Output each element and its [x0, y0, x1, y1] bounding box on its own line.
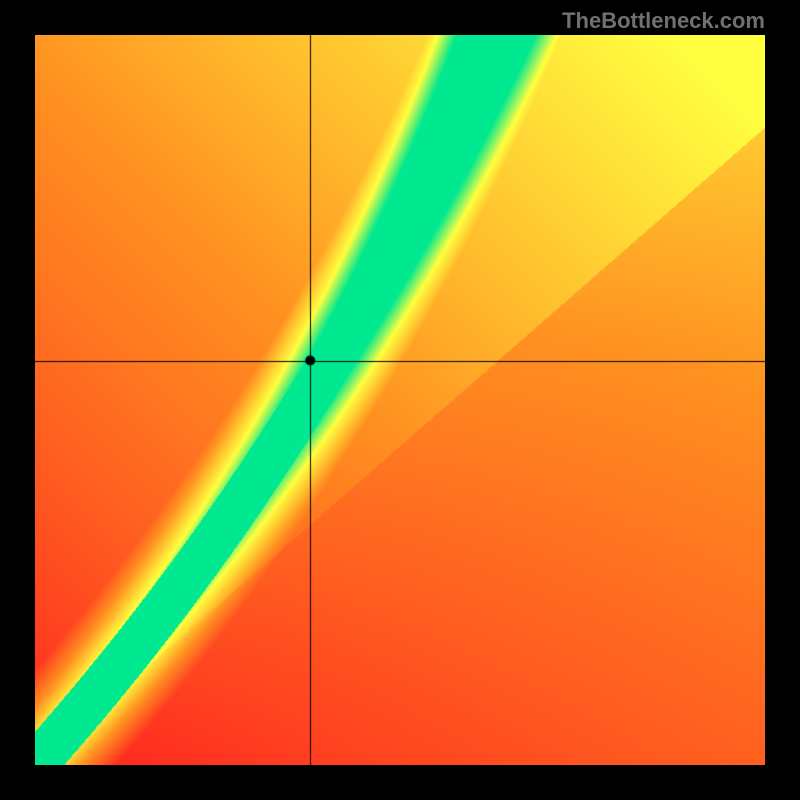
- chart-container: TheBottleneck.com: [0, 0, 800, 800]
- watermark-text: TheBottleneck.com: [562, 8, 765, 34]
- heatmap-canvas: [35, 35, 765, 765]
